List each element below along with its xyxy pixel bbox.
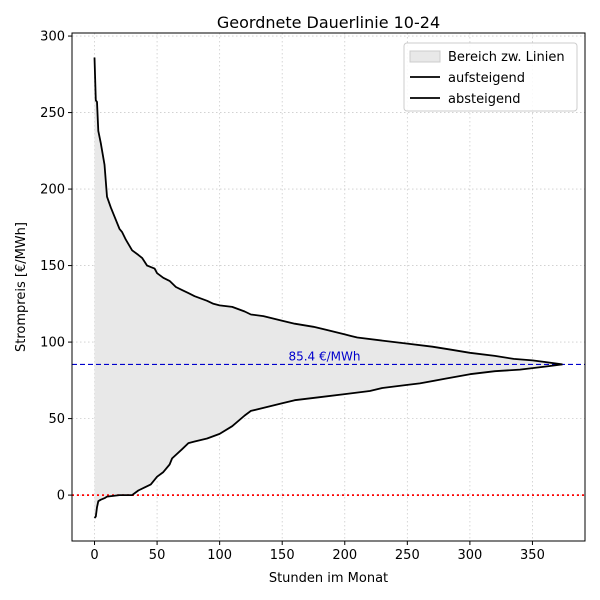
- legend-box: [403, 42, 578, 112]
- x-tick-label: 150: [270, 548, 295, 563]
- legend-swatch-area: [409, 50, 441, 63]
- x-tick-label: 300: [457, 548, 482, 563]
- series-lines: [93, 57, 563, 519]
- x-tick-label: 100: [207, 548, 232, 563]
- chart-title: Geordnete Dauerlinie 10-24: [217, 13, 440, 32]
- y-tick-label: 100: [40, 336, 65, 351]
- series-line-absteigend: [93, 57, 563, 366]
- x-tick-label: 50: [149, 548, 166, 563]
- y-tick-label: 200: [40, 183, 65, 198]
- legend-label-absteigend: absteigend: [448, 92, 520, 107]
- legend-label-area: Bereich zw. Linien: [448, 50, 565, 65]
- legend: Bereich zw. Linien aufsteigend absteigen…: [403, 42, 578, 112]
- y-tick-label: 250: [40, 106, 65, 121]
- y-tick-label: 50: [48, 412, 65, 427]
- x-tick-label: 0: [90, 548, 98, 563]
- y-tick-label: 150: [40, 259, 65, 274]
- reference-lines: [72, 363, 585, 496]
- x-tick-label: 250: [395, 548, 420, 563]
- x-tick-label: 200: [332, 548, 357, 563]
- y-axis-label: Strompreis [€/MWh]: [14, 222, 29, 352]
- x-tick-label: 350: [520, 548, 545, 563]
- annotation-mean-price: 85.4 €/MWh: [288, 349, 360, 363]
- legend-label-aufsteigend: aufsteigend: [448, 71, 525, 86]
- y-tick-label: 0: [57, 489, 65, 504]
- x-axis-label: Stunden im Monat: [269, 571, 388, 586]
- series-line-aufsteigend: [93, 363, 563, 519]
- plot-frame: [71, 32, 586, 542]
- y-tick-label: 300: [40, 30, 65, 45]
- axis-ticks: 0 50 100 150 200 250 300 350 0 50 100 150 200 250 300: [40, 30, 545, 563]
- fill-between-area: [94, 57, 563, 518]
